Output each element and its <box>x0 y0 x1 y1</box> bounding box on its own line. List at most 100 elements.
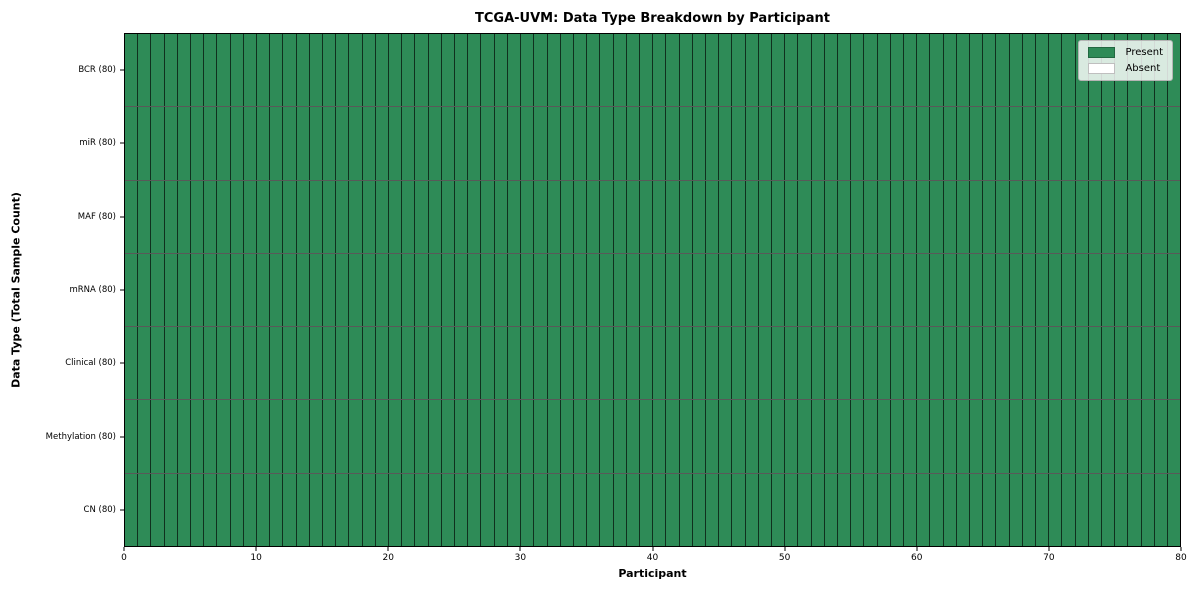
heatmap-cell <box>204 253 218 327</box>
heatmap-cell <box>1128 253 1142 327</box>
heatmap-cell <box>257 34 271 107</box>
heatmap-cell <box>785 180 799 253</box>
heatmap-cell <box>851 327 865 400</box>
heatmap-cell <box>296 253 310 327</box>
heatmap-cell <box>666 34 680 107</box>
heatmap-cell <box>507 327 522 400</box>
heatmap-cell <box>983 327 997 400</box>
heatmap-cell <box>323 327 337 400</box>
heatmap-cell <box>349 253 363 327</box>
heatmap-cell <box>745 327 759 400</box>
heatmap-cell <box>362 253 376 327</box>
heatmap-cell <box>626 473 640 546</box>
heatmap-cell <box>441 327 456 400</box>
heatmap-cell <box>653 327 667 400</box>
heatmap-cell <box>309 400 324 473</box>
heatmap-cell <box>547 180 561 253</box>
heatmap-cell <box>970 107 984 180</box>
heatmap-cell <box>323 400 337 473</box>
heatmap-cell <box>455 180 469 253</box>
heatmap-cell <box>1036 400 1050 473</box>
heatmap-cell <box>903 107 918 180</box>
heatmap-cell <box>692 180 706 253</box>
heatmap-cell <box>402 253 416 327</box>
heatmap-cell <box>692 327 706 400</box>
heatmap-cell <box>230 253 244 327</box>
x-axis-label: Participant <box>618 567 687 580</box>
heatmap-cell <box>983 34 997 107</box>
heatmap-cell <box>837 180 852 253</box>
heatmap-cell <box>547 107 561 180</box>
heatmap-cell <box>587 180 601 253</box>
heatmap-cell <box>745 400 759 473</box>
heatmap-cell <box>283 180 297 253</box>
heatmap-cell <box>217 327 231 400</box>
heatmap-cell <box>336 473 350 546</box>
heatmap-cell <box>837 327 852 400</box>
legend-swatch-icon <box>1088 63 1116 74</box>
heatmap-cell <box>1115 327 1129 400</box>
heatmap-cell <box>970 327 984 400</box>
heatmap-cell <box>996 253 1010 327</box>
heatmap-cell <box>864 107 878 180</box>
heatmap-cell <box>468 34 482 107</box>
heatmap-cell <box>600 107 614 180</box>
heatmap-cell <box>996 34 1010 107</box>
heatmap-cell <box>560 327 574 400</box>
heatmap-cell <box>983 253 997 327</box>
heatmap-cell <box>375 34 390 107</box>
heatmap-cell <box>1075 253 1089 327</box>
heatmap-cell <box>903 34 918 107</box>
heatmap-cell <box>1088 327 1103 400</box>
heatmap-cell <box>666 107 680 180</box>
heatmap-cell <box>1102 400 1116 473</box>
heatmap-cell <box>626 327 640 400</box>
heatmap-cell <box>296 107 310 180</box>
heatmap-cell <box>639 180 654 253</box>
heatmap-cell <box>428 107 442 180</box>
heatmap-cell <box>626 400 640 473</box>
heatmap-cell <box>177 400 192 473</box>
legend-label: Absent <box>1125 63 1161 74</box>
heatmap-cell <box>890 327 904 400</box>
heatmap-cell <box>943 34 957 107</box>
x-tick-label: 70 <box>1043 553 1055 563</box>
heatmap-grid <box>125 34 1181 546</box>
heatmap-cell <box>1075 400 1089 473</box>
heatmap-cell <box>956 253 970 327</box>
heatmap-cell <box>389 327 403 400</box>
heatmap-cell <box>441 253 456 327</box>
heatmap-cell <box>534 107 548 180</box>
heatmap-row <box>125 253 1181 328</box>
heatmap-cell <box>323 34 337 107</box>
x-tick-label: 30 <box>514 553 527 563</box>
heatmap-cell <box>798 107 812 180</box>
heatmap-cell <box>705 180 720 253</box>
heatmap-cell <box>151 180 165 253</box>
heatmap-cell <box>996 400 1010 473</box>
heatmap-cell <box>943 400 957 473</box>
heatmap-cell <box>415 253 429 327</box>
heatmap-cell <box>811 400 825 473</box>
heatmap-cell <box>824 180 838 253</box>
heatmap-cell <box>573 107 588 180</box>
heatmap-cell <box>798 34 812 107</box>
heatmap-cell <box>1009 400 1023 473</box>
heatmap-cell <box>719 34 733 107</box>
heatmap-cell <box>336 400 350 473</box>
heatmap-cell <box>1022 34 1037 107</box>
heatmap-cell <box>653 253 667 327</box>
heatmap-cell <box>441 107 456 180</box>
heatmap-cell <box>402 400 416 473</box>
heatmap-cell <box>758 180 772 253</box>
heatmap-cell <box>468 400 482 473</box>
heatmap-cell <box>402 107 416 180</box>
heatmap-cell <box>1062 34 1076 107</box>
heatmap-cell <box>917 253 931 327</box>
chart-title: TCGA-UVM: Data Type Breakdown by Partici… <box>475 11 830 26</box>
heatmap-cell <box>243 107 258 180</box>
heatmap-cell <box>1088 253 1103 327</box>
heatmap-cell <box>138 180 152 253</box>
heatmap-cell <box>270 400 284 473</box>
heatmap-cell <box>864 473 878 546</box>
